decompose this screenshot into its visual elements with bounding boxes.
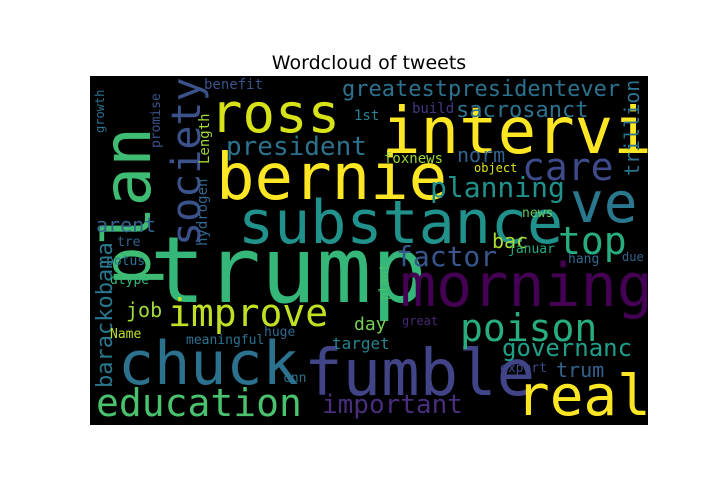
word-plan: plan [90, 127, 166, 286]
word-plant: plant [377, 264, 391, 300]
word-ve: ve [570, 171, 637, 236]
word-bac: bac [492, 229, 528, 253]
word-hang: hang [568, 252, 599, 267]
word-society: society [164, 77, 210, 246]
word-growth: growth [93, 90, 107, 133]
word-day: day [354, 314, 387, 335]
word-job: job [126, 298, 162, 322]
word-important: important [322, 390, 463, 420]
word-greatestpresidentever: greatestpresidentever [342, 77, 620, 102]
word-due: due [622, 250, 644, 264]
word-promise: promise [149, 93, 164, 148]
word-potus: potus [106, 254, 145, 269]
cloud-background [90, 76, 648, 425]
word-arent: arent [96, 213, 156, 237]
word-huge: huge [264, 325, 295, 340]
word-fumble: fumble [304, 337, 535, 411]
word-build: build [412, 101, 454, 117]
word-name: Name [110, 327, 141, 342]
word-barackobama: barackobama [93, 242, 118, 388]
word-benefit: benefit [204, 77, 263, 93]
word-substance: substance [238, 188, 563, 258]
word-real: real [516, 364, 648, 425]
word-hydrogen: hydrogen [195, 179, 211, 246]
word-improve: improve [168, 291, 328, 335]
word-1st: 1st [354, 108, 379, 124]
word-export: export [500, 361, 547, 376]
word-news: news [522, 206, 553, 221]
word-tre: tre [117, 235, 141, 250]
word-target: target [332, 334, 390, 353]
word-trum: trum [556, 358, 604, 382]
word-cnn: cnn [283, 371, 306, 386]
word-intervi: intervi [382, 95, 648, 169]
word-factor: factor [396, 240, 497, 273]
word-length: Length [197, 113, 213, 164]
word-sacrosanct: sacrosanct [456, 98, 588, 123]
word-poison: poison [460, 306, 597, 350]
word-morning: morning [400, 251, 648, 321]
word-foxnews: foxnews [384, 151, 443, 167]
word-planning: planning [430, 171, 565, 204]
word-chuck: chuck [118, 329, 299, 399]
word-dtype: dtype [110, 273, 149, 288]
chart-title: Wordcloud of tweets [271, 52, 467, 74]
word-ross: ross [210, 82, 340, 145]
word-top: top [558, 219, 627, 263]
word-object: object [474, 161, 517, 175]
word-bernie: bernie [216, 141, 447, 215]
word-meaningful: meaningful [186, 333, 264, 348]
word-education: education [96, 381, 302, 425]
word-care: care [522, 145, 614, 189]
word-trump: trump [150, 217, 427, 324]
word-norm: norm [457, 143, 505, 167]
word-great: great [402, 314, 438, 328]
word-governanc: governanc [502, 334, 632, 362]
word-januar: januar [508, 242, 555, 257]
word-president: president [226, 132, 367, 162]
word-trillion: trillion [620, 80, 644, 176]
